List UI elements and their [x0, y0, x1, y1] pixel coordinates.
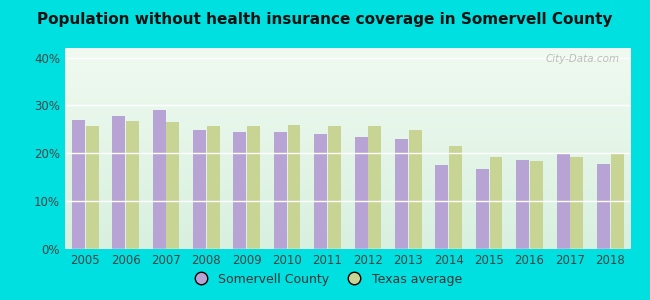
- Bar: [409, 130, 422, 249]
- Bar: [314, 134, 327, 249]
- Bar: [449, 146, 462, 249]
- Bar: [530, 161, 543, 249]
- Bar: [126, 121, 139, 249]
- Bar: [369, 127, 382, 249]
- Text: City-Data.com: City-Data.com: [545, 54, 619, 64]
- Bar: [207, 127, 220, 249]
- Bar: [166, 122, 179, 249]
- Bar: [570, 157, 583, 249]
- Bar: [287, 124, 300, 249]
- Bar: [395, 139, 408, 249]
- Bar: [476, 169, 489, 249]
- Bar: [233, 132, 246, 249]
- Bar: [556, 154, 569, 249]
- Bar: [611, 153, 623, 249]
- Bar: [193, 130, 206, 249]
- Bar: [274, 132, 287, 249]
- Bar: [112, 116, 125, 249]
- Text: Population without health insurance coverage in Somervell County: Population without health insurance cove…: [37, 12, 613, 27]
- Bar: [597, 164, 610, 249]
- Bar: [247, 125, 260, 249]
- Legend: Somervell County, Texas average: Somervell County, Texas average: [183, 268, 467, 291]
- Bar: [86, 125, 99, 249]
- Bar: [489, 157, 502, 249]
- Bar: [72, 120, 84, 249]
- Bar: [328, 126, 341, 249]
- Bar: [355, 136, 367, 249]
- Bar: [516, 160, 529, 249]
- Bar: [153, 110, 166, 249]
- Bar: [436, 165, 448, 249]
